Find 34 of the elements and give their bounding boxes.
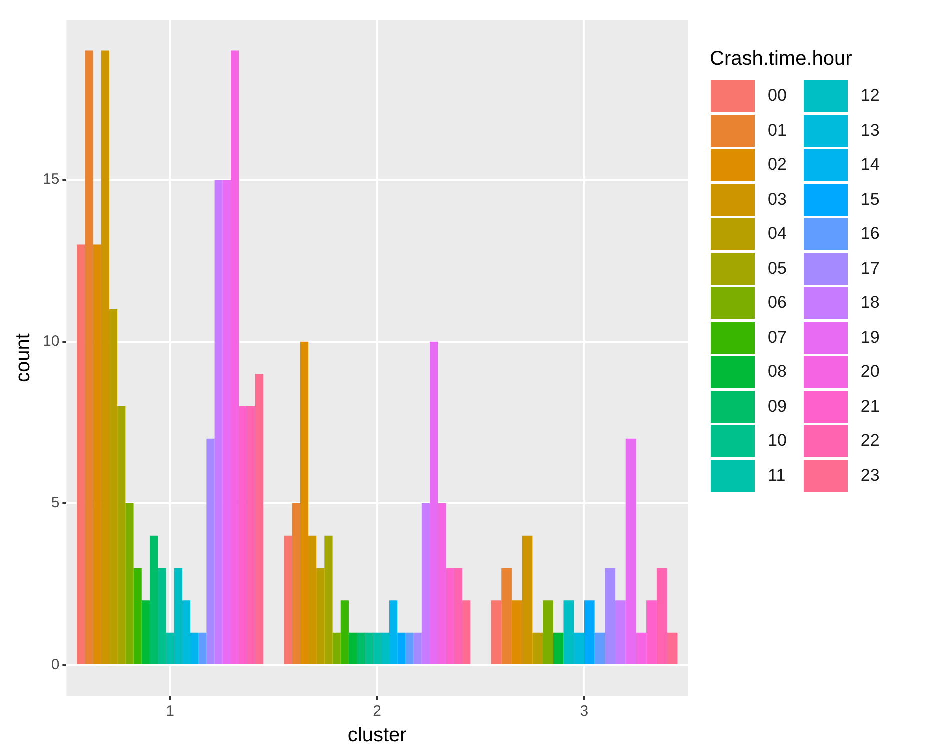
legend-label: 07 <box>768 328 787 348</box>
legend-label: 22 <box>860 431 880 452</box>
x-tick-label: 1 <box>166 703 174 720</box>
legend-label: 19 <box>860 328 880 348</box>
legend-label: 15 <box>860 190 880 210</box>
legend-label: 02 <box>768 155 787 176</box>
legend-label: 21 <box>860 396 880 417</box>
legend-label: 08 <box>768 362 787 382</box>
legend-label: 17 <box>860 258 880 279</box>
legend-label: 13 <box>860 120 880 141</box>
legend-label: 01 <box>768 120 787 141</box>
legend-label: 14 <box>860 155 880 176</box>
legend-label: 04 <box>768 224 787 244</box>
legend-title: Crash.time.hour <box>710 48 854 71</box>
legend-label: 10 <box>768 431 787 452</box>
legend-label: 06 <box>768 293 787 314</box>
legend-label: 12 <box>860 86 880 106</box>
y-axis-title: count <box>12 333 35 382</box>
y-tick-label: 0 <box>51 656 60 674</box>
y-tick-label: 10 <box>42 332 60 350</box>
legend-label: 11 <box>768 466 786 486</box>
legend-label: 03 <box>768 190 787 210</box>
legend-label: 09 <box>768 396 787 417</box>
legend-label: 05 <box>768 258 787 279</box>
x-tick-label: 2 <box>373 703 382 720</box>
legend-label: 23 <box>860 466 880 486</box>
x-tick-label: 3 <box>580 703 589 720</box>
y-tick-label: 15 <box>42 171 60 188</box>
x-axis-title: cluster <box>348 724 408 747</box>
legend-label: 00 <box>768 86 787 106</box>
legend-label: 18 <box>860 293 880 314</box>
y-tick-label: 5 <box>51 494 60 512</box>
legend-label: 16 <box>860 224 880 244</box>
legend-label: 20 <box>860 362 880 382</box>
